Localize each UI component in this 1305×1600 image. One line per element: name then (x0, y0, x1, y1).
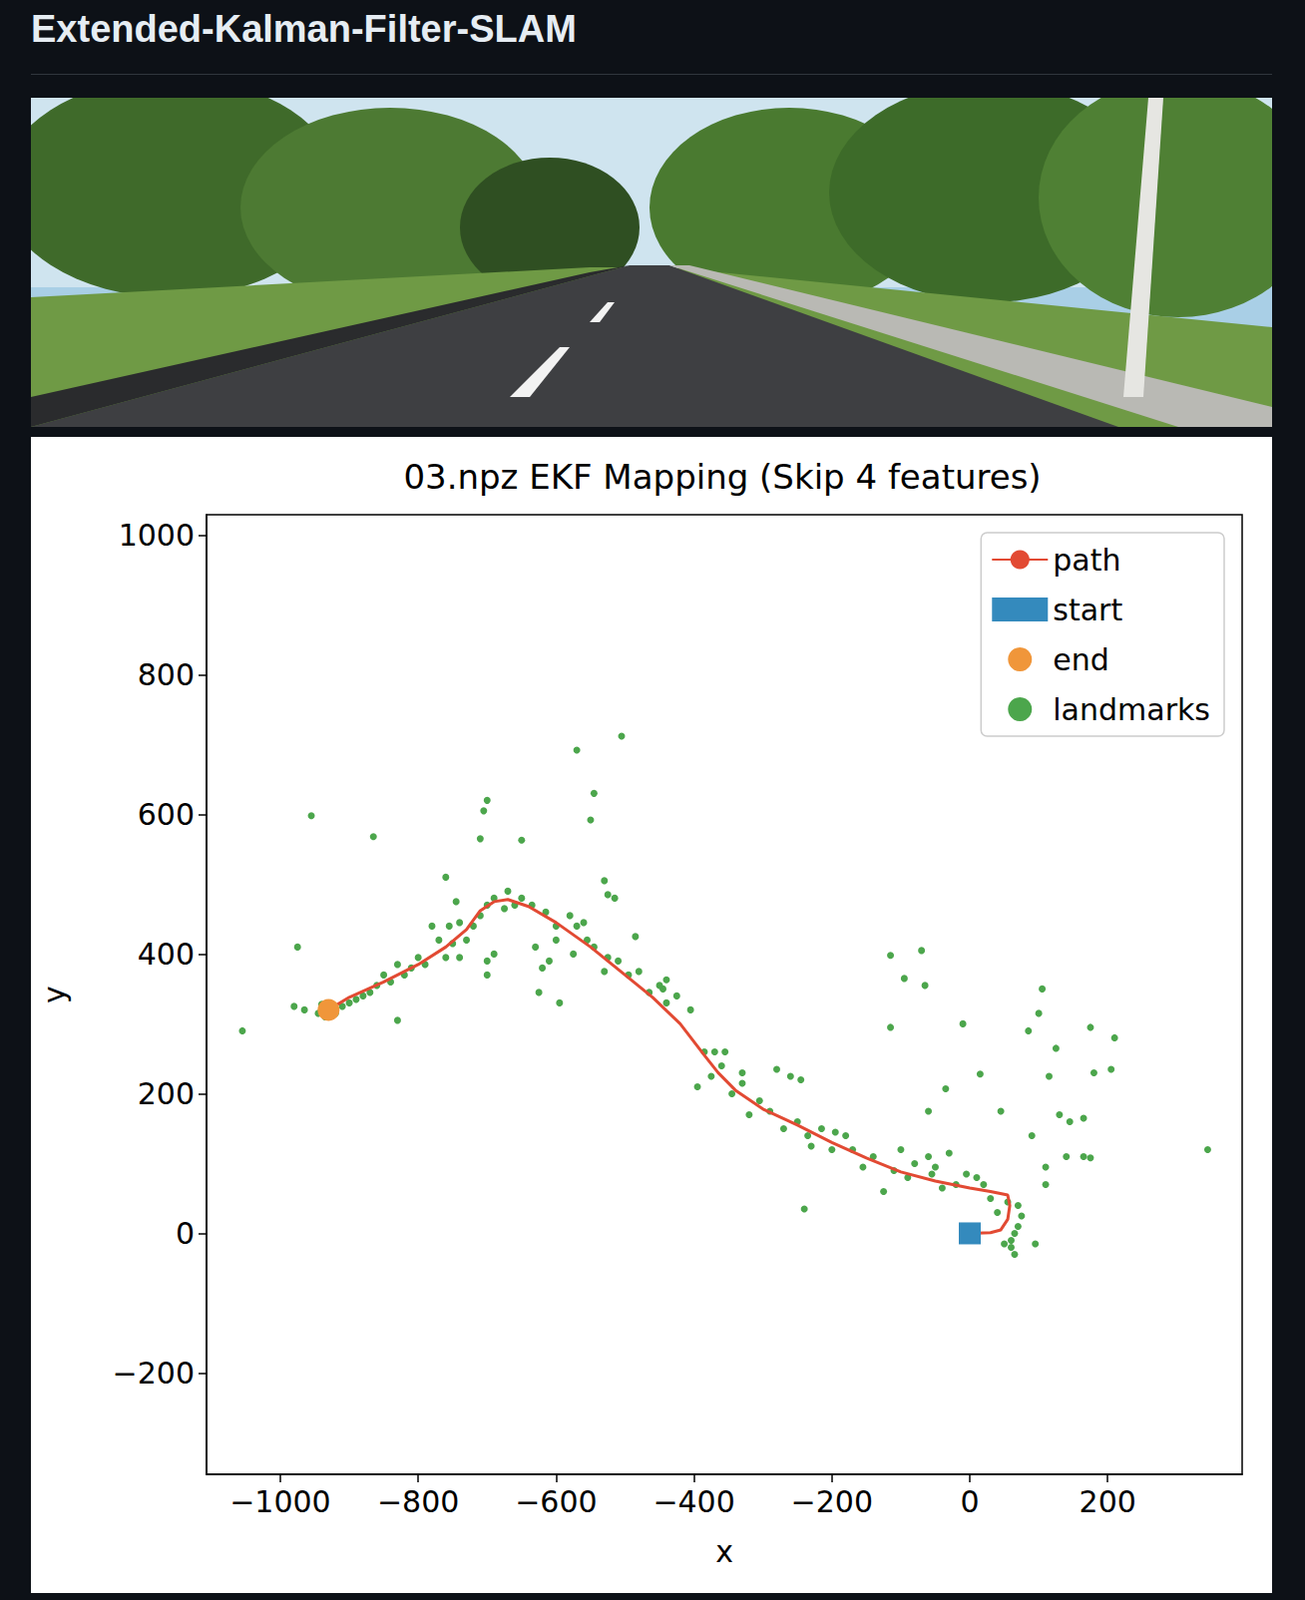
svg-text:600: 600 (137, 797, 195, 833)
svg-text:800: 800 (137, 657, 195, 693)
svg-text:200: 200 (137, 1076, 195, 1112)
svg-text:1000: 1000 (118, 517, 195, 553)
svg-text:y: y (36, 985, 72, 1004)
svg-text:end: end (1052, 642, 1110, 678)
svg-text:−1000: −1000 (229, 1484, 331, 1520)
svg-text:03.npz EKF Mapping (Skip 4 fea: 03.npz EKF Mapping (Skip 4 features) (403, 456, 1041, 497)
svg-text:200: 200 (1079, 1484, 1137, 1520)
svg-text:−800: −800 (377, 1484, 459, 1520)
svg-text:−200: −200 (112, 1355, 195, 1391)
svg-text:400: 400 (137, 936, 195, 972)
svg-text:x: x (715, 1534, 734, 1570)
svg-text:0: 0 (959, 1484, 979, 1520)
html-text:Extended-Kalman-Filter-SLAM: Extended-Kalman-Filter-SLAM (30, 7, 577, 50)
svg-text:−600: −600 (514, 1484, 597, 1520)
svg-text:start: start (1052, 592, 1123, 628)
svg-text:path: path (1052, 542, 1121, 578)
svg-text:landmarks: landmarks (1052, 692, 1211, 728)
svg-text:0: 0 (175, 1216, 195, 1252)
svg-text:−400: −400 (652, 1484, 735, 1520)
svg-text:−200: −200 (791, 1484, 873, 1520)
